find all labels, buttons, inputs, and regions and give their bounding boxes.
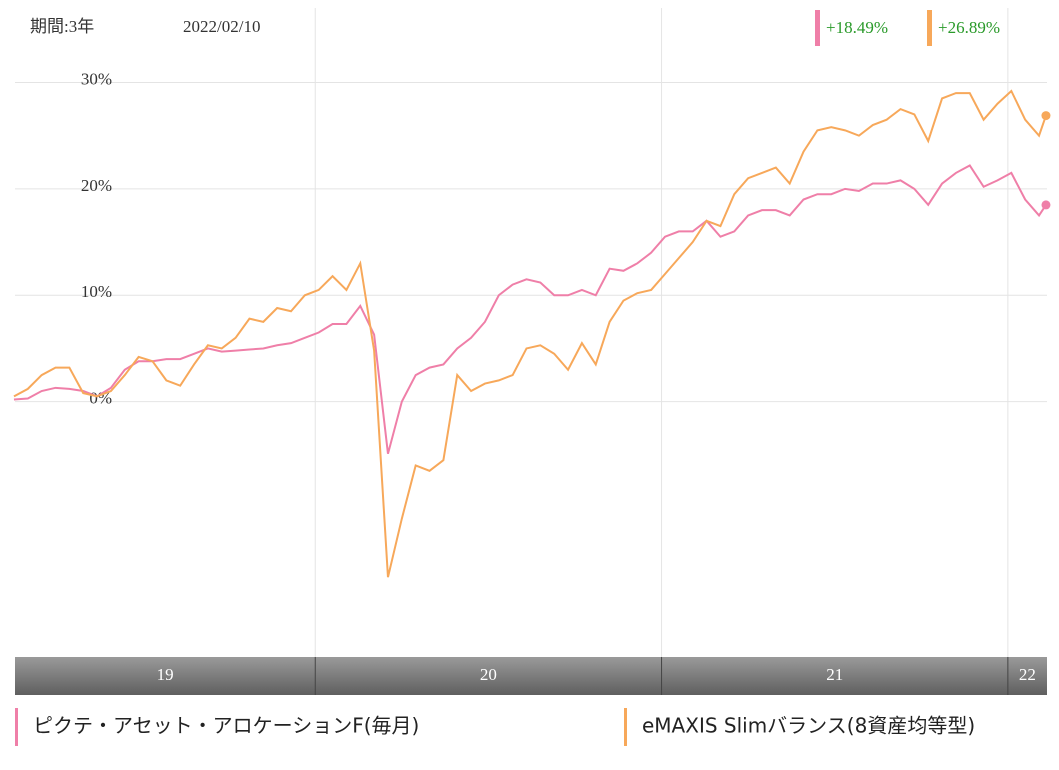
end-point <box>1041 111 1051 121</box>
series-line <box>13 89 1047 578</box>
legend-label: ピクテ・アセット・アロケーションF(毎月) <box>33 714 419 738</box>
legend-swatch <box>927 10 932 46</box>
legend-swatch <box>815 10 820 46</box>
x-tick-label: 22 <box>1019 665 1036 684</box>
legend-swatch <box>624 708 627 746</box>
y-tick-label: 20% <box>81 176 112 195</box>
series-line <box>13 164 1047 455</box>
end-value-label: +26.89% <box>938 18 1000 37</box>
x-tick-label: 21 <box>826 665 843 684</box>
end-point <box>1041 200 1051 210</box>
x-tick-label: 20 <box>480 665 497 684</box>
date: 2022/02/10 <box>183 17 260 36</box>
time-axis-bar <box>15 657 1047 695</box>
period: 期間:3年 <box>30 17 94 36</box>
legend-label: eMAXIS Slimバランス(8資産均等型) <box>642 714 975 738</box>
y-tick-label: 10% <box>81 282 112 301</box>
y-tick-label: 30% <box>81 69 112 88</box>
legend-swatch <box>15 708 18 746</box>
x-tick-label: 19 <box>157 665 174 684</box>
end-value-label: +18.49% <box>826 18 888 37</box>
